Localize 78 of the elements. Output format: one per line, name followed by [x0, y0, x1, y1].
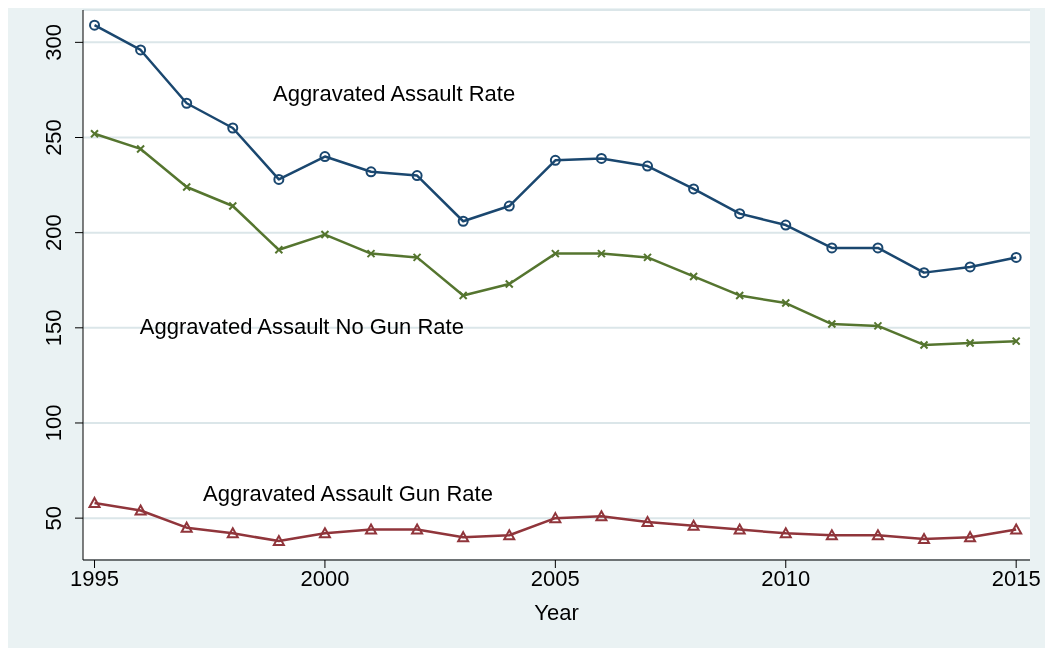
point — [595, 510, 608, 522]
point — [366, 249, 376, 259]
series-label: Aggravated Assault No Gun Rate — [139, 313, 464, 339]
point — [918, 533, 931, 545]
y-tick-label: 200 — [41, 214, 66, 252]
point — [826, 242, 838, 254]
point — [964, 531, 977, 543]
point — [781, 298, 791, 308]
point — [273, 173, 285, 185]
point — [549, 512, 562, 524]
point — [182, 182, 192, 192]
point — [89, 19, 101, 31]
y-tick-label: 50 — [41, 505, 66, 531]
x-tick-label: 2005 — [530, 565, 580, 591]
point — [965, 338, 975, 348]
point — [918, 267, 930, 279]
point — [1010, 523, 1023, 535]
point — [458, 290, 468, 300]
point — [919, 340, 929, 350]
x-tick-label: 1995 — [70, 565, 119, 591]
point — [365, 166, 377, 178]
point — [595, 152, 607, 164]
point — [136, 144, 146, 154]
point — [272, 534, 285, 546]
point — [780, 219, 792, 231]
point — [457, 531, 470, 543]
point — [411, 523, 424, 535]
point — [643, 252, 653, 262]
point — [504, 279, 514, 289]
y-tick-label: 100 — [41, 404, 66, 442]
point — [320, 230, 330, 240]
y-tick-label: 150 — [41, 309, 66, 347]
point — [689, 271, 699, 281]
point — [872, 242, 884, 254]
point — [411, 170, 423, 182]
x-axis-title: Year — [534, 600, 579, 625]
point — [735, 290, 745, 300]
y-tick-label: 250 — [41, 119, 66, 156]
x-tick-label: 2015 — [991, 565, 1041, 591]
point — [642, 160, 654, 172]
point — [779, 527, 792, 539]
point — [228, 201, 238, 211]
series-label: Aggravated Assault Gun Rate — [203, 481, 493, 507]
y-tick-label: 300 — [41, 23, 66, 61]
point — [412, 252, 422, 262]
x-tick-label: 2000 — [300, 565, 350, 591]
point — [457, 215, 469, 227]
point — [873, 321, 883, 331]
point — [181, 97, 193, 109]
point — [733, 523, 746, 535]
point — [503, 529, 516, 541]
point — [180, 521, 193, 533]
point — [135, 44, 147, 56]
point — [687, 519, 700, 531]
point — [688, 183, 700, 195]
point — [827, 319, 837, 329]
point — [134, 504, 147, 516]
point — [503, 200, 515, 212]
point — [226, 527, 239, 539]
point — [964, 261, 976, 273]
point — [319, 151, 331, 163]
point — [274, 245, 284, 255]
point — [227, 122, 239, 134]
point — [1011, 336, 1021, 346]
x-tick-label: 2010 — [761, 565, 811, 591]
point — [734, 208, 746, 220]
point — [365, 523, 378, 535]
point — [871, 529, 884, 541]
point — [596, 249, 606, 259]
point — [318, 527, 331, 539]
point — [825, 529, 838, 541]
point — [550, 249, 560, 259]
series-label: Aggravated Assault Rate — [272, 81, 516, 107]
point — [549, 154, 561, 166]
point — [90, 129, 100, 139]
point — [641, 515, 654, 527]
point — [1010, 251, 1022, 263]
point — [88, 496, 101, 508]
